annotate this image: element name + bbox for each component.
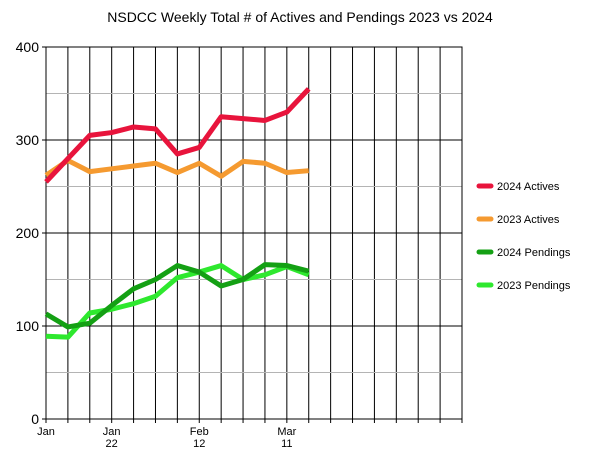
y-axis: 0 100 200 300 400 [16,39,46,427]
legend-label: 2024 Actives [497,181,560,193]
y-tick-label: 0 [31,411,39,427]
legend-label: 2023 Pendings [497,280,571,292]
series-line-2024-pendings [44,262,310,330]
x-tick-label: 12 [193,438,205,450]
series-line-2023-pendings [45,263,310,340]
y-tick-label: 100 [16,318,40,334]
x-tick-label: Mar [277,426,296,438]
legend: 2024 Actives 2023 Actives 2024 Pendings 202… [476,181,571,292]
y-tick-label: 300 [16,132,40,148]
x-tick-label: Jan [103,426,121,438]
x-tick-label: Feb [190,426,209,438]
legend-label: 2024 Pendings [497,247,571,259]
x-tick-label: 11 [281,438,292,450]
grid [46,47,462,419]
x-tick-label: Jan [37,426,55,438]
series-line-2024-actives [44,87,311,184]
legend-label: 2023 Actives [497,214,560,226]
series-lines [44,87,311,340]
series-line-2023-actives [44,157,309,179]
y-tick-label: 200 [16,225,40,241]
chart-title: NSDCC Weekly Total # of Actives and Pend… [107,9,493,25]
y-tick-label: 400 [16,39,40,55]
x-tick-label: 22 [106,438,118,450]
